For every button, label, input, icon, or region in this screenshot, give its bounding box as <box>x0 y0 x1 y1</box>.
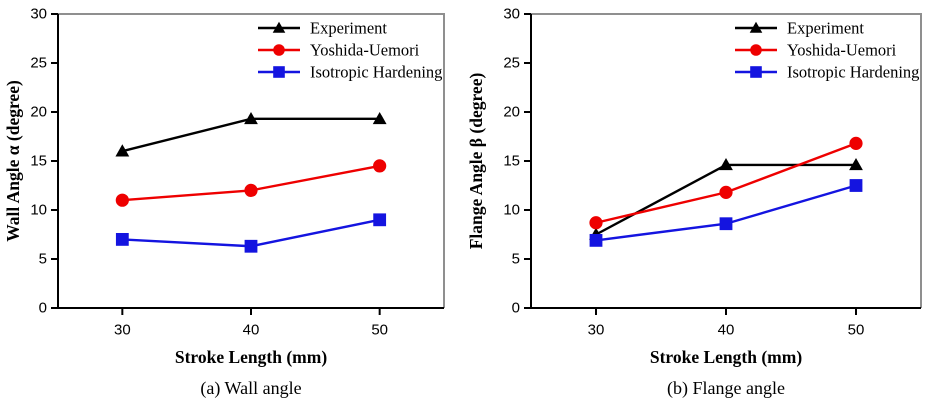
flange-angle-chart: 0 5 10 15 20 25 30 30 40 50 Experiment Yoshida-Uemo… <box>463 0 926 408</box>
legend-entry-label: Isotropic Hardening <box>787 63 919 82</box>
data-point-marker <box>589 216 603 230</box>
y-tick-label: 15 <box>30 153 47 170</box>
data-point-marker <box>244 111 258 125</box>
data-point-marker <box>244 239 258 253</box>
wall-angle-chart: 0 5 10 15 20 25 30 30 40 50 Experiment Yoshida-Uemo… <box>3 6 445 399</box>
data-point-marker <box>589 233 603 247</box>
legend-entry-label: Isotropic Hardening <box>310 63 442 82</box>
plot-frame <box>58 13 445 308</box>
panel-caption: (b) Flange angle <box>667 378 785 399</box>
data-point-marker <box>115 144 130 157</box>
legend-entry-label: Experiment <box>787 19 864 38</box>
y-tick-label: 10 <box>503 202 520 219</box>
y-tick-label: 20 <box>503 104 520 121</box>
series-line-circle <box>595 142 857 224</box>
y-tick-label: 30 <box>30 6 47 23</box>
data-point-marker <box>719 158 733 171</box>
y-axis-label: Flange Angle β (degree) <box>466 73 486 250</box>
x-tick-label: 30 <box>114 321 131 338</box>
legend-entry-label: Yoshida-Uemori <box>787 41 897 60</box>
x-tick-label: 50 <box>371 321 388 338</box>
data-point-marker <box>849 136 863 150</box>
y-tick-label: 5 <box>512 251 520 268</box>
data-point-marker <box>115 233 129 246</box>
data-point-marker <box>849 179 863 192</box>
legend-square-marker-icon <box>750 66 762 78</box>
x-tick-label: 40 <box>243 321 260 338</box>
x-tick-label: 50 <box>848 321 865 338</box>
data-point-marker <box>719 185 733 199</box>
wall-angle-plot-canvas: 0 5 10 15 20 25 30 30 40 50 Experiment Yoshida-Uemo… <box>3 6 445 399</box>
data-point-marker <box>372 111 387 125</box>
data-point-marker <box>244 183 258 197</box>
x-tick-label: 40 <box>718 321 735 338</box>
x-tick-label: 30 <box>588 321 605 338</box>
legend-triangle-marker-icon <box>272 21 286 33</box>
data-point-marker <box>373 159 387 173</box>
legend-entry-label: Yoshida-Uemori <box>310 41 420 60</box>
flange-angle-plot-canvas: 0 5 10 15 20 25 30 30 40 50 Experiment Yoshida-Uemo… <box>466 6 922 399</box>
plot-frame <box>531 13 922 308</box>
data-point-marker <box>719 217 733 231</box>
y-axis-label: Wall Angle α (degree) <box>3 80 23 242</box>
panel-caption: (a) Wall angle <box>200 378 301 399</box>
legend-circle-marker-icon <box>750 44 762 56</box>
y-tick-label: 20 <box>30 104 47 121</box>
y-tick-label: 15 <box>503 153 520 170</box>
data-point-marker <box>849 158 863 171</box>
x-axis-label: Stroke Length (mm) <box>175 347 327 367</box>
y-tick-label: 10 <box>30 202 47 219</box>
y-tick-label: 0 <box>39 300 47 317</box>
legend-triangle-marker-icon <box>749 21 763 33</box>
legend-square-marker-icon <box>273 66 285 78</box>
y-tick-label: 5 <box>39 251 47 268</box>
y-tick-label: 0 <box>512 300 520 317</box>
data-point-marker <box>373 213 387 227</box>
y-tick-label: 25 <box>503 55 520 72</box>
y-tick-label: 25 <box>30 55 47 72</box>
legend-circle-marker-icon <box>273 44 285 56</box>
legend-entry-label: Experiment <box>310 19 387 38</box>
x-axis-label: Stroke Length (mm) <box>650 347 802 367</box>
y-tick-label: 30 <box>503 6 520 23</box>
data-point-marker <box>115 193 129 207</box>
